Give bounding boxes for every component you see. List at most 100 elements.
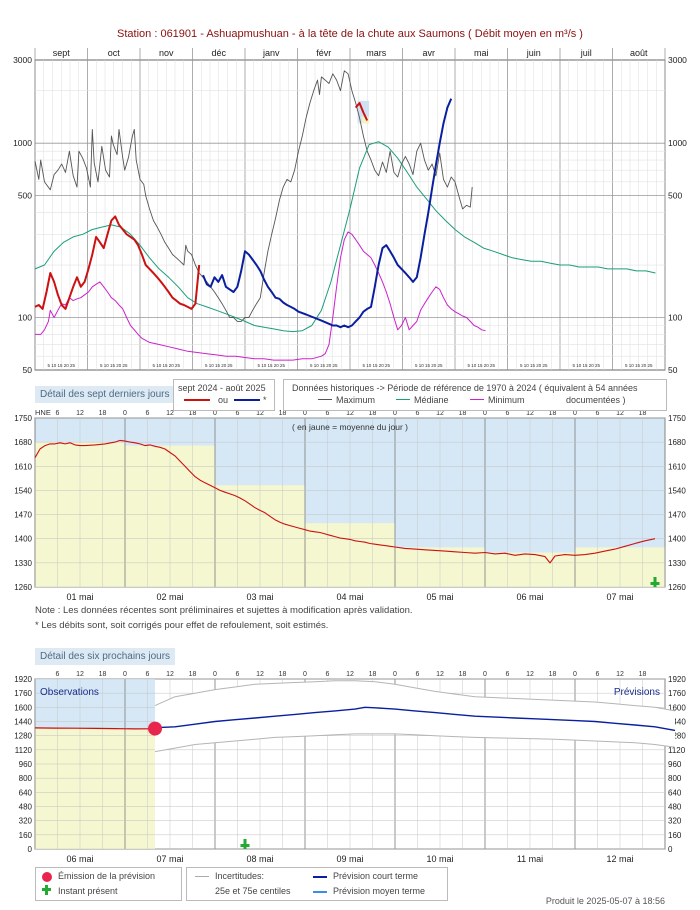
series-2025-recent — [354, 102, 369, 121]
note-debits: * Les débits sont, soit corrigés pour ef… — [35, 620, 329, 631]
chart1-month-label: avr — [422, 48, 435, 58]
chart2-hour-tick: 0 — [483, 410, 487, 417]
chart1-day-ticks: 5 10 15 20 25 — [310, 363, 338, 368]
chart2-ytick-right: 1680 — [668, 438, 686, 447]
chart2-ytick-left: 1750 — [14, 414, 32, 423]
chart3-hour-tick: 18 — [459, 671, 467, 678]
chart2-ytick-right: 1470 — [668, 511, 686, 520]
chart1-month-label: août — [630, 48, 648, 58]
chart1-recent-mean — [361, 116, 370, 124]
chart3-ytick-left: 1760 — [14, 689, 32, 698]
chart2-hour-tick: 12 — [346, 410, 354, 417]
chart3-hour-tick: 18 — [549, 671, 557, 678]
chart3-day-label: 06 mai — [66, 854, 93, 864]
chart3-hour-tick: 6 — [596, 671, 600, 678]
chart3-ytick-left: 640 — [19, 788, 33, 797]
chart3-emission-dot — [148, 721, 162, 736]
chart1-day-ticks: 5 10 15 20 25 — [625, 363, 653, 368]
legend-mediane: Médiane — [414, 395, 449, 405]
chart1-day-ticks: 5 10 15 20 25 — [257, 363, 285, 368]
chart3-ytick-left: 1920 — [14, 675, 32, 684]
legend-max-line — [318, 399, 332, 400]
chart2-hour-tick: 12 — [526, 410, 534, 417]
series-2024-2025-estimated — [202, 98, 453, 329]
chart3-upper-centile — [154, 680, 676, 712]
chart3-lower-centile — [154, 733, 676, 753]
series-minimum — [35, 231, 486, 361]
chart2-hour-tick: 0 — [213, 410, 217, 417]
legend-emission-text: Émission de la prévision — [58, 871, 156, 881]
legend-hist-title: Données historiques -> Période de référe… — [292, 383, 638, 393]
chart2-instant-bar — [650, 582, 660, 585]
legend-emission: Émission de la prévision Instant présent — [35, 867, 182, 901]
chart3-ytick-right: 800 — [668, 774, 682, 783]
chart2-ytick-right: 1330 — [668, 559, 686, 568]
chart1-day-ticks: 5 10 15 20 25 — [362, 363, 390, 368]
legend-ou: ou — [218, 395, 229, 405]
chart1-month-label: juin — [526, 48, 541, 58]
legend-min-line — [470, 399, 484, 400]
chart1-day-ticks: 5 10 15 20 25 — [520, 363, 548, 368]
chart2-hour-tick: 6 — [596, 410, 600, 417]
chart2-ytick-left: 1610 — [14, 462, 32, 471]
chart2-ytick-left: 1540 — [14, 486, 32, 495]
chart3-hour-tick: 12 — [256, 671, 264, 678]
chart3-ytick-right: 1440 — [668, 718, 686, 727]
chart3-ytick-left: 320 — [19, 817, 33, 826]
chart2-ytick-right: 1540 — [668, 486, 686, 495]
legend-star: * — [263, 395, 267, 405]
chart2-hour-tick: 12 — [76, 410, 84, 417]
chart3-ytick-right: 480 — [668, 803, 682, 812]
chart3-hour-tick: 18 — [99, 671, 107, 678]
chart1-ytick-right: 3000 — [668, 55, 687, 65]
chart1-ytick-left: 50 — [23, 365, 33, 375]
chart3-ytick-right: 320 — [668, 817, 682, 826]
chart2-hour-tick: 0 — [573, 410, 577, 417]
chart2-hour-tick: 0 — [123, 410, 127, 417]
legend-blue-line — [234, 399, 260, 401]
chart2-hour-tick: 6 — [506, 410, 510, 417]
chart2-ytick-right: 1750 — [668, 414, 686, 423]
chart3-forecast-series — [154, 706, 676, 732]
chart3-day-label: 10 mai — [426, 854, 453, 864]
series-maximum — [34, 70, 473, 322]
chart2-hour-tick: 12 — [256, 410, 264, 417]
chart1-month-label: nov — [159, 48, 174, 58]
chart3-hour-tick: 18 — [279, 671, 287, 678]
chart2-hour-tick: 18 — [189, 410, 197, 417]
chart2-ytick-right: 1610 — [668, 462, 686, 471]
chart2-hour-tick: 12 — [436, 410, 444, 417]
chart3-ytick-left: 1600 — [14, 703, 32, 712]
chart1-month-label: févr — [316, 48, 331, 58]
label-sept-jours: Détail des sept derniers jours — [35, 386, 175, 403]
chart3-hour-tick: 12 — [166, 671, 174, 678]
chart1-day-ticks: 5 10 15 20 25 — [100, 363, 128, 368]
chart3-ytick-right: 160 — [668, 831, 682, 840]
chart3-hour-tick: 0 — [393, 671, 397, 678]
chart1-day-ticks: 5 10 15 20 25 — [467, 363, 495, 368]
chart3-ytick-left: 960 — [19, 760, 33, 769]
chart2-hour-tick: 0 — [303, 410, 307, 417]
chart1-day-ticks: 5 10 15 20 25 — [152, 363, 180, 368]
chart3-ytick-right: 1920 — [668, 675, 686, 684]
chart3-hour-tick: 6 — [236, 671, 240, 678]
chart1-ytick-right: 1000 — [668, 138, 687, 148]
legend-historique: Données historiques -> Période de référe… — [283, 379, 667, 411]
label-six-jours: Détail des six prochains jours — [35, 648, 176, 665]
chart3-previsions-label: Prévisions — [614, 687, 660, 698]
instant-marker-bar — [42, 888, 51, 891]
chart2-hour-tick: 18 — [639, 410, 647, 417]
legend-period-title: sept 2024 - août 2025 — [178, 383, 266, 393]
chart2-day-label: 06 mai — [516, 592, 543, 602]
chart3-ytick-right: 1280 — [668, 732, 686, 741]
chart2-hour-tick: 6 — [416, 410, 420, 417]
chart2-ytick-right: 1260 — [668, 583, 686, 592]
chart3-ytick-left: 0 — [28, 845, 33, 854]
chart3-uncertainty-band — [155, 680, 675, 752]
chart1-month-label: mai — [474, 48, 489, 58]
chart2-ytick-left: 1680 — [14, 438, 32, 447]
legend-maximum: Maximum — [336, 395, 376, 405]
chart1-month-label: sept — [53, 48, 71, 58]
chart3-ytick-left: 160 — [19, 831, 33, 840]
legend-centiles: 25e et 75e centiles — [215, 886, 291, 896]
